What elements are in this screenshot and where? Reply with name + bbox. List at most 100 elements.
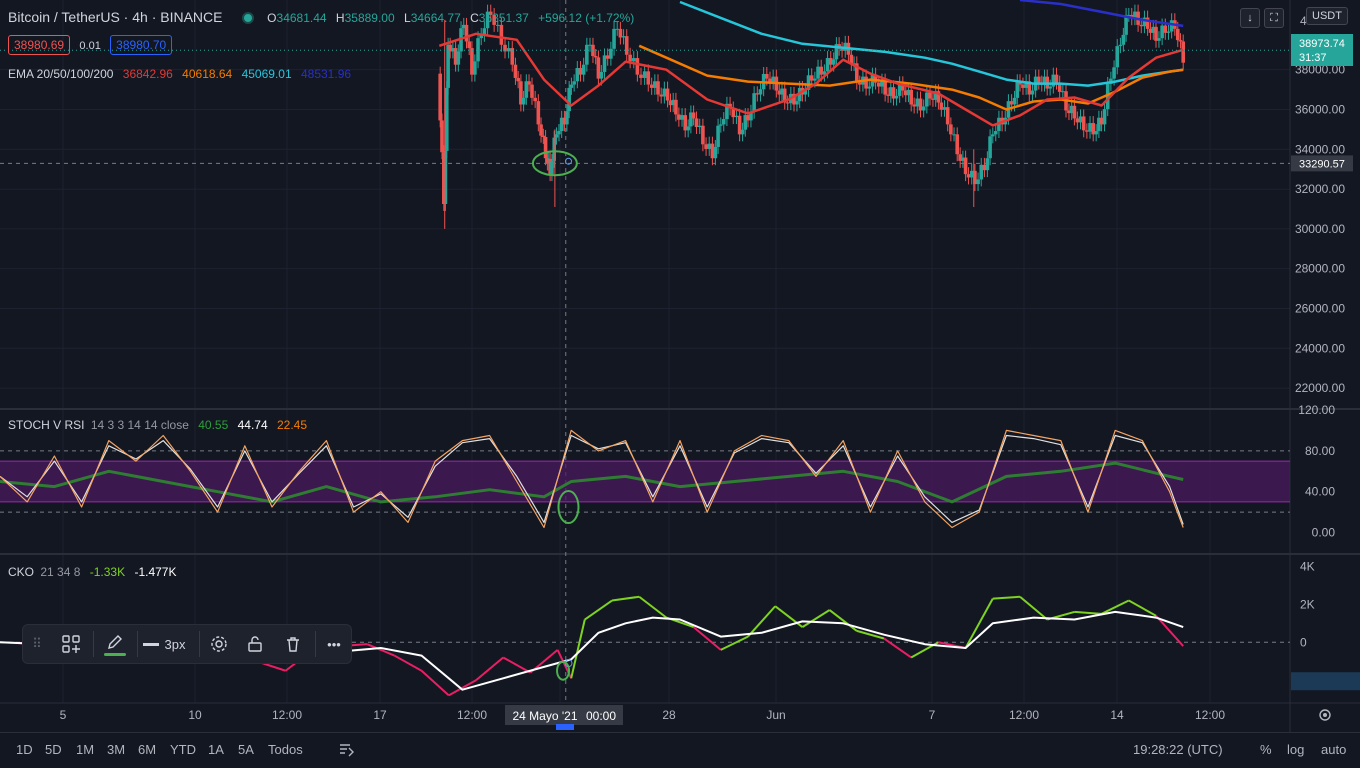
scroll-to-realtime-icon[interactable]: ↓ xyxy=(1240,8,1260,28)
candle-body xyxy=(921,106,926,111)
log-toggle[interactable]: log xyxy=(1287,742,1305,757)
crosshair-price-label: 33290.57 xyxy=(1299,158,1345,170)
candle-body xyxy=(803,89,808,95)
candle-body xyxy=(527,81,531,85)
candle-body xyxy=(918,98,923,111)
candle-body xyxy=(691,112,696,119)
crosshair-price-bg xyxy=(1291,155,1353,172)
sell-button[interactable]: 38980.69 xyxy=(8,35,71,55)
range-1a[interactable]: 1A xyxy=(208,742,224,757)
price-tick: 34000.00 xyxy=(1295,142,1345,156)
trash-icon[interactable] xyxy=(277,625,309,663)
cko-segment xyxy=(692,626,722,651)
candle-body xyxy=(1054,74,1059,83)
range-1m[interactable]: 1M xyxy=(76,742,95,757)
candle-body xyxy=(543,136,548,159)
candle-body xyxy=(665,88,670,101)
range-3m[interactable]: 3M xyxy=(107,742,126,757)
candle-body xyxy=(958,154,962,161)
candle-body xyxy=(697,125,702,128)
candle-body xyxy=(530,84,534,98)
candle-body xyxy=(1085,130,1089,132)
candle-body xyxy=(1091,123,1096,135)
settings-gear-icon[interactable] xyxy=(203,625,235,663)
candle-body xyxy=(1051,74,1056,87)
candle-body xyxy=(880,80,884,87)
line-width-button[interactable]: 3px xyxy=(139,625,189,663)
candle-body xyxy=(1160,25,1164,39)
candle-body xyxy=(1088,123,1092,132)
candle-body xyxy=(1081,116,1086,131)
axis-settings-gear-icon[interactable] xyxy=(1319,709,1331,721)
candle-body xyxy=(889,87,893,96)
utc-clock[interactable]: 19:28:22 (UTC) xyxy=(1133,742,1223,757)
range-5a[interactable]: 5A xyxy=(238,742,254,757)
annotation-ellipse-price xyxy=(531,150,578,177)
cko-segment xyxy=(801,609,831,628)
stoch-legend[interactable]: STOCH V RSI 14 3 3 14 14 close 40.55 44.… xyxy=(8,418,313,432)
candle-body xyxy=(605,55,610,59)
candle-body xyxy=(755,93,760,95)
fullscreen-icon[interactable]: ⛶ xyxy=(1264,8,1284,28)
ohlc-change: +596.12 (+1.72%) xyxy=(538,11,635,25)
range-1d[interactable]: 1D xyxy=(16,742,33,757)
time-tick: 5 xyxy=(60,708,67,722)
range-all[interactable]: Todos xyxy=(268,742,303,757)
ema20-value: 36842.96 xyxy=(122,67,173,81)
lock-icon[interactable] xyxy=(239,625,271,663)
time-tick: 12:00 xyxy=(1195,708,1225,722)
ema-legend[interactable]: EMA 20/50/100/200 36842.96 40618.64 4506… xyxy=(8,67,357,81)
range-ytd[interactable]: YTD xyxy=(170,742,196,757)
candle-body xyxy=(1133,11,1137,19)
candle-body xyxy=(710,143,715,159)
cko-value-2: -1.477K xyxy=(134,565,177,579)
candle-body xyxy=(883,80,887,95)
candle-body xyxy=(503,44,507,52)
candle-body xyxy=(963,157,968,175)
candle-body xyxy=(906,89,911,96)
buy-button[interactable]: 38980.70 xyxy=(110,35,173,55)
candle-body xyxy=(451,48,455,52)
candle-body xyxy=(915,98,920,107)
range-5d[interactable]: 5D xyxy=(45,742,62,757)
candle-body xyxy=(662,88,667,97)
cko-tick: 0 xyxy=(1300,635,1307,649)
candle-body xyxy=(521,97,526,105)
ema-legend-name: EMA 20/50/100/200 xyxy=(8,67,114,81)
candle-body xyxy=(683,115,688,131)
candle-body xyxy=(639,74,643,78)
stoch-legend-params: 14 3 3 14 14 close xyxy=(90,418,189,432)
candle-body xyxy=(656,81,660,95)
candle-body xyxy=(1124,14,1128,35)
candle-body xyxy=(876,82,881,87)
templates-icon[interactable] xyxy=(53,625,89,663)
drawing-toolbar: ⠿ 3px ••• xyxy=(22,624,352,664)
candle-body xyxy=(659,94,663,97)
candle-body xyxy=(602,55,607,72)
symbol-title: Bitcoin / TetherUS · 4h · BINANCE xyxy=(8,9,223,25)
candle-body xyxy=(671,99,675,106)
more-options-icon[interactable]: ••• xyxy=(327,636,341,652)
candle-body xyxy=(936,91,941,103)
go-to-date-icon[interactable] xyxy=(338,740,356,761)
candle-body xyxy=(991,134,995,137)
candle-body xyxy=(1024,81,1028,88)
candle-body xyxy=(725,103,729,120)
auto-toggle[interactable]: auto xyxy=(1321,742,1347,757)
grid-lines xyxy=(0,0,1290,703)
cko-segment xyxy=(611,595,640,602)
trade-buttons: 38980.69 0.01 38980.70 xyxy=(8,35,178,55)
candle-body xyxy=(928,92,932,99)
candle-body xyxy=(668,100,673,106)
range-6m[interactable]: 6M xyxy=(138,742,157,757)
candle-body xyxy=(864,76,868,89)
line-color-icon[interactable] xyxy=(97,625,133,663)
stoch-tick: 80.00 xyxy=(1305,444,1335,458)
currency-button[interactable]: USDT xyxy=(1306,7,1348,25)
candle-body xyxy=(993,131,998,135)
percent-toggle[interactable]: % xyxy=(1260,742,1272,757)
crosshair-time-bg xyxy=(505,705,623,725)
cko-legend[interactable]: CKO 21 34 8 -1.33K -1.477K xyxy=(8,565,182,579)
drag-handle-icon[interactable]: ⠿ xyxy=(32,636,42,651)
